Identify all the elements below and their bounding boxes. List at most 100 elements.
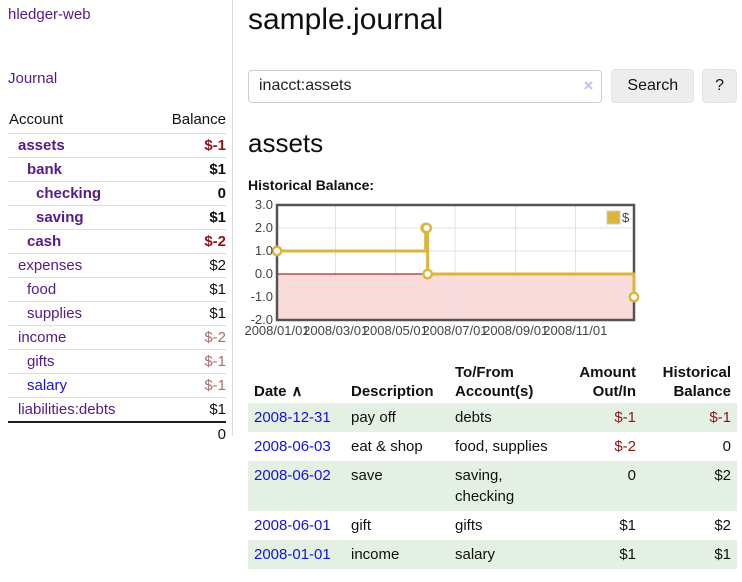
- account-link-food[interactable]: food: [27, 281, 57, 298]
- account-link-expenses[interactable]: expenses: [18, 257, 83, 274]
- transaction-description: pay off: [351, 409, 396, 426]
- accounts-total-spacer: [8, 421, 153, 446]
- accounts-header-row: Account Balance: [8, 108, 226, 134]
- chart-y-tick-label: -2.0: [251, 312, 273, 327]
- account-cell: saving: [8, 205, 153, 230]
- date-link[interactable]: 2008-06-01: [254, 517, 331, 534]
- clear-search-icon[interactable]: ×: [583, 75, 594, 95]
- chart-x-tick-label: 2008/05/01: [363, 323, 428, 338]
- account-balance: $-2: [152, 229, 226, 254]
- chart-data-point: [271, 245, 283, 257]
- chart-y-tick-label: 0.0: [255, 266, 273, 281]
- transaction-description: save: [351, 467, 383, 484]
- transaction-balance: $1: [714, 546, 731, 563]
- transaction-amount: $1: [619, 517, 636, 534]
- chart-x-tick-label: 2008/03/01: [303, 323, 368, 338]
- account-link-assets[interactable]: assets: [18, 137, 65, 154]
- transaction-amount: $-1: [614, 409, 636, 426]
- account-balance: $2: [152, 253, 226, 278]
- sidebar-item-journal[interactable]: Journal: [8, 70, 58, 87]
- search-help-button[interactable]: ?: [702, 69, 737, 103]
- account-balance: $-2: [152, 325, 226, 350]
- chart-y-tick-label: 1.0: [255, 243, 273, 258]
- accounts-total-row: 0: [8, 421, 226, 446]
- account-balance: $1: [152, 277, 226, 302]
- register-header-date[interactable]: Date ∧: [248, 361, 345, 403]
- transaction-description: income: [351, 546, 400, 563]
- sidebar: hledger-web Journal Account Balance asse…: [8, 6, 226, 446]
- account-cell: assets: [8, 133, 153, 158]
- transaction-date-cell: 2008-06-03: [248, 432, 345, 461]
- sort-ascending-icon: ∧: [291, 383, 303, 400]
- account-balance: $-1: [152, 373, 226, 398]
- chart-data-point: [422, 268, 434, 280]
- date-link[interactable]: 2008-06-02: [254, 467, 331, 484]
- register-header-balance: Historical Balance: [662, 364, 731, 400]
- chart-data-point: [421, 222, 433, 234]
- search-form: × Search ?: [248, 69, 737, 103]
- account-balance: $-1: [152, 349, 226, 374]
- account-link-saving[interactable]: saving: [36, 209, 84, 226]
- account-link-bank[interactable]: bank: [27, 161, 63, 178]
- transaction-date-cell: 2008-12-31: [248, 403, 345, 432]
- date-link[interactable]: 2008-06-03: [254, 438, 331, 455]
- account-cell: supplies: [8, 301, 153, 326]
- register-header-amount: Amount Out/In: [579, 364, 636, 400]
- accounts-total-balance: 0: [152, 421, 226, 446]
- transaction-accounts: salary: [455, 546, 496, 563]
- transaction-description: eat & shop: [351, 438, 423, 455]
- account-cell: liabilities:debts: [8, 397, 153, 422]
- sidebar-divider: [232, 0, 233, 436]
- chart-x-tick-label: 2008/11/01: [543, 323, 607, 338]
- account-link-cash[interactable]: cash: [27, 233, 62, 250]
- accounts-header-account: Account: [9, 111, 64, 128]
- transaction-date-cell: 2008-06-02: [248, 461, 345, 511]
- account-balance: 0: [152, 181, 226, 206]
- search-button[interactable]: Search: [611, 69, 695, 103]
- account-balance: $1: [152, 157, 226, 182]
- account-link-gifts[interactable]: gifts: [27, 353, 55, 370]
- transaction-row: 2008-06-03 eat & shop food, supplies $-2 0: [248, 432, 737, 461]
- chart-legend-swatch: [606, 210, 621, 225]
- account-row: supplies $1: [8, 301, 226, 326]
- transaction-balance: $2: [714, 467, 731, 484]
- account-row: saving $1: [8, 205, 226, 230]
- chart-data-point: [628, 291, 640, 303]
- account-row: checking 0: [8, 181, 226, 206]
- chart-x-tick-label: 2008/07/01: [422, 323, 487, 338]
- transaction-accounts: gifts: [455, 517, 483, 534]
- account-link-supplies[interactable]: supplies: [27, 305, 83, 322]
- account-cell: expenses: [8, 253, 153, 278]
- account-link-checking[interactable]: checking: [36, 185, 102, 202]
- date-link[interactable]: 2008-01-01: [254, 546, 331, 563]
- transaction-amount: $-2: [614, 438, 636, 455]
- account-row: salary $-1: [8, 373, 226, 398]
- account-row: bank $1: [8, 157, 226, 182]
- page-title: sample.journal: [248, 3, 444, 36]
- search-input[interactable]: [248, 69, 603, 103]
- account-cell: food: [8, 277, 153, 302]
- account-cell: checking: [8, 181, 153, 206]
- chart-plot-border: [275, 203, 636, 322]
- register-header-description: Description: [351, 383, 434, 400]
- chart-y-tick-label: -1.0: [251, 289, 273, 304]
- date-header-label: Date: [254, 383, 287, 400]
- account-link-salary[interactable]: salary: [27, 377, 68, 394]
- transaction-amount: 0: [627, 467, 636, 484]
- search-input-wrap: ×: [248, 69, 603, 103]
- account-row: gifts $-1: [8, 349, 226, 374]
- transaction-date-cell: 2008-01-01: [248, 540, 345, 569]
- account-balance: $1: [152, 205, 226, 230]
- account-balance: $1: [152, 301, 226, 326]
- app-title-link[interactable]: hledger-web: [8, 6, 91, 23]
- date-link[interactable]: 2008-12-31: [254, 409, 331, 426]
- account-link-liabilities-debts[interactable]: liabilities:debts: [18, 401, 116, 418]
- transaction-row: 2008-01-01 income salary $1 $1: [248, 540, 737, 569]
- account-link-income[interactable]: income: [18, 329, 67, 346]
- account-row: assets $-1: [8, 133, 226, 158]
- transaction-row: 2008-06-01 gift gifts $1 $2: [248, 511, 737, 540]
- chart-canvas: $3.0 2.0 1.0 0.0 -1.0 -2.02008/01/012008/03/0…: [244, 197, 640, 338]
- main-content: sample.journal × Search ? assets Histori…: [244, 0, 737, 569]
- chart-y-tick-label: 2.0: [255, 220, 273, 235]
- chart-x-tick-label: 2008/09/01: [483, 323, 548, 338]
